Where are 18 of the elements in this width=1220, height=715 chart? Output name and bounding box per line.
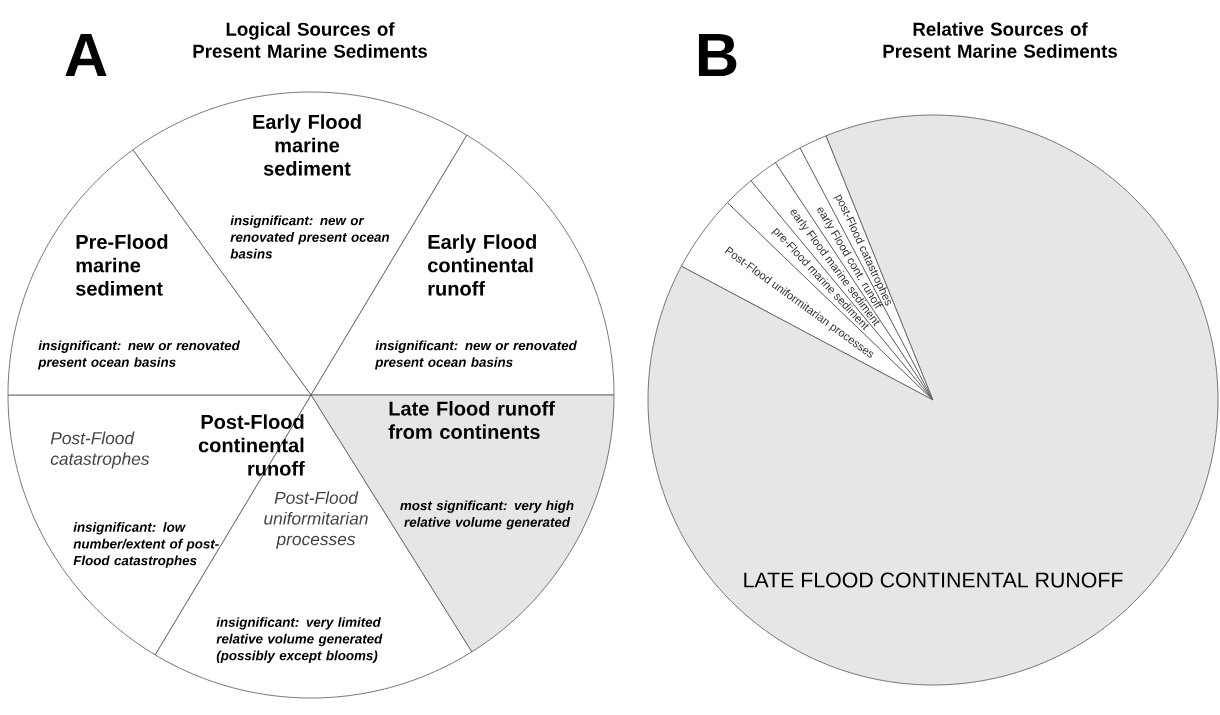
slice-label: Post-Flood uniformitarian processes [264, 491, 368, 549]
slice-label: Late Flood runoff from continents [388, 400, 555, 440]
text: A [65, 33, 107, 77]
chart-title: Relative Sources of Present Marine Sediments [883, 22, 1117, 58]
text: insignificant: new or renovated present ocean basins [374, 340, 578, 370]
text: B [698, 33, 737, 77]
slice-label: Pre-Flood marine sediment [75, 234, 168, 296]
chart-title: Logical Sources of Present Marine Sediments [193, 22, 427, 58]
text: insignificant: new or renovated present ocean basins [37, 340, 241, 370]
text: most significant: very high relative volume generated [400, 500, 574, 530]
text: insignificant: low number/extent of post-Flood catastrophes [73, 522, 219, 568]
text: Post-Flood continental runoff [198, 414, 305, 476]
slice-label: Early Flood continental runoff [428, 234, 536, 296]
slice-label: Early Flood marine sediment [253, 114, 361, 176]
slice-label: LATE FLOOD CONTINENTAL RUNOFF [744, 572, 1123, 588]
text: insignificant: new or renovated present ocean basins [230, 215, 390, 259]
text: insignificant: very limited relative volume generated (possibly except blooms) [216, 617, 383, 663]
slice-label: Post-Flood catastrophes [50, 431, 150, 469]
